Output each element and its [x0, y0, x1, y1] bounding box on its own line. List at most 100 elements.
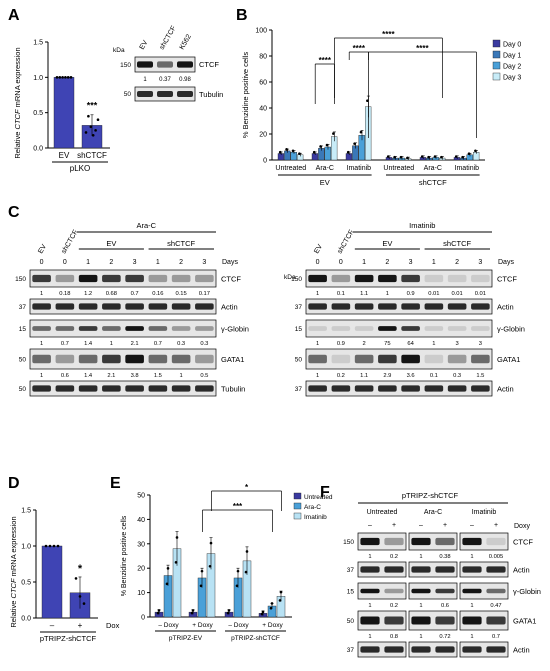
panel-c-right-marker: 50	[295, 357, 303, 364]
panel-f-row-band	[462, 646, 482, 653]
panel-c-right-row-band	[331, 385, 351, 392]
panel-a-blot-lane: EV	[139, 39, 150, 51]
panel-c-left-quant: 0.7	[154, 341, 162, 347]
panel-b-group-label: shCTCF	[419, 178, 447, 187]
panel-c-left-row-band	[32, 385, 51, 392]
panel-c-left-row-band	[55, 354, 75, 364]
panel-b-point	[353, 142, 356, 145]
panel-c-right-marker: 37	[295, 304, 303, 311]
panel-f-row-band	[462, 616, 482, 625]
panel-c-right-quant: 0.1	[430, 373, 438, 379]
panel-c-left-row-band	[55, 303, 75, 310]
panel-c-imatinib-blot: kDa EV shCTCF Imatinib EV shCTCF 0 0 1 2 3 1 2 3 Days 1…	[284, 221, 525, 397]
panel-e-point	[199, 584, 203, 588]
panel-d-point	[82, 602, 86, 605]
panel-c-left-day: 0	[40, 259, 44, 266]
panel-c-left-row-band	[148, 274, 168, 283]
panel-a-blot-lane: K562	[179, 33, 193, 51]
panel-c-right-quant: 1	[386, 291, 389, 297]
panel-e-x-label: + Doxy	[262, 622, 283, 629]
panel-a-blot-kda: kDa	[113, 47, 125, 54]
panel-b-legend-label: Day 0	[503, 42, 521, 49]
panel-f-quant: 1	[419, 603, 422, 609]
panel-f-quant: 0.005	[489, 554, 504, 560]
panel-b-point	[278, 150, 282, 154]
panel-f-doxy-label: Doxy	[514, 523, 530, 530]
panel-e-point	[174, 561, 178, 564]
panel-c-left-row-band	[55, 274, 75, 283]
panel-c-right-row-band	[424, 274, 444, 283]
panel-c-right-protein: GATA1	[497, 355, 520, 364]
panel-c-left-row-band	[102, 274, 121, 283]
panel-b-legend-swatch	[492, 61, 501, 70]
panel-f-row-band	[360, 566, 380, 573]
panel-c-left-day: 3	[202, 259, 206, 266]
panel-a-bar	[53, 77, 75, 149]
panel-b-legend-swatch	[492, 39, 501, 48]
panel-b-y-tick-label: 40	[259, 106, 267, 113]
panel-c-left-marker: 150	[15, 276, 26, 283]
panel-a-blot-ctcf-band	[137, 61, 153, 68]
panel-c-right-marker: 37	[295, 386, 303, 393]
panel-b-point	[420, 155, 424, 158]
panel-b-point	[285, 148, 288, 151]
panel-f-row-membrane	[408, 532, 458, 551]
panel-c-right-marker: 150	[291, 276, 302, 283]
panel-b-bracket-label: ****	[353, 44, 366, 53]
panel-b-bracket-label: ****	[416, 44, 429, 53]
panel-c-left-row-membrane	[29, 269, 217, 288]
panel-c-left-day: 2	[109, 259, 113, 266]
panel-c-left-row-band	[32, 274, 51, 283]
panel-c-right-quant: 1	[432, 341, 435, 347]
panel-c-left-quant: 1	[40, 291, 43, 297]
panel-b-point	[346, 150, 350, 154]
panel-f-row-band	[486, 566, 506, 573]
panel-a-blot-marker: 50	[124, 91, 132, 98]
panel-b-point	[332, 132, 335, 135]
panel-f-group: Untreated	[367, 509, 398, 516]
panel-c-left-lane-shctcf: shCTCF	[61, 229, 80, 255]
panel-c-right-quant: 1.5	[476, 373, 484, 379]
panel-c-left-marker: 50	[19, 357, 27, 364]
panel-a-x-label: EV	[59, 151, 70, 160]
panel-f-protein: CTCF	[513, 538, 533, 547]
panel-a-y-tick-label: 0.0	[33, 146, 43, 153]
panel-e-point	[270, 602, 274, 605]
panel-c-right-row-band	[447, 385, 467, 392]
panel-e-point	[235, 584, 239, 588]
panel-a-point	[94, 129, 97, 132]
panel-f-quant: 1	[368, 554, 371, 560]
panel-c-right-row-membrane	[305, 269, 493, 288]
panel-b-group-label: EV	[320, 178, 330, 187]
panel-e-y-label: % Benzidine positive cells	[121, 515, 128, 596]
panel-c-left-row-band	[32, 303, 51, 310]
panel-a: Relative CTCF mRNA expression 0.0 0.5 1.0 1.…	[13, 40, 110, 173]
panel-e-y-tick-label: 10	[137, 590, 145, 597]
panel-c-left-protein: GATA1	[221, 355, 244, 364]
panel-b-x-label: Imatinib	[347, 165, 372, 172]
panel-f-row-band	[411, 646, 431, 653]
panel-a-blot-ctcf-band	[177, 61, 193, 68]
panel-a-blot-quant: 1	[143, 77, 147, 83]
panel-c-right-row-band	[378, 326, 397, 331]
panel-a-point	[84, 131, 88, 134]
panel-f-marker: 50	[347, 618, 355, 625]
panel-b-point	[433, 155, 437, 158]
panel-c-right-row-band	[378, 303, 397, 310]
panel-c-left-row-band	[32, 326, 51, 331]
panel-letter-a: A	[8, 7, 20, 24]
panel-c-right-sub-sh: shCTCF	[443, 239, 471, 248]
panel-c-right-row-band	[424, 354, 444, 364]
panel-c-left-days-label: Days	[222, 259, 238, 266]
panel-c-left-row-band	[148, 354, 168, 364]
panel-c-right-day: 3	[409, 259, 413, 266]
panel-c-right-quant: 0.01	[475, 291, 486, 297]
panel-b-point	[291, 149, 295, 153]
panel-c-left-row-band	[102, 354, 121, 364]
panel-c-right-row-band	[471, 326, 490, 331]
panel-f-row-band	[411, 588, 431, 594]
panel-a-blot-quant: 0.98	[179, 77, 191, 83]
panel-c-left-marker: 15	[19, 326, 27, 333]
panel-d-x-label: –	[50, 621, 55, 630]
